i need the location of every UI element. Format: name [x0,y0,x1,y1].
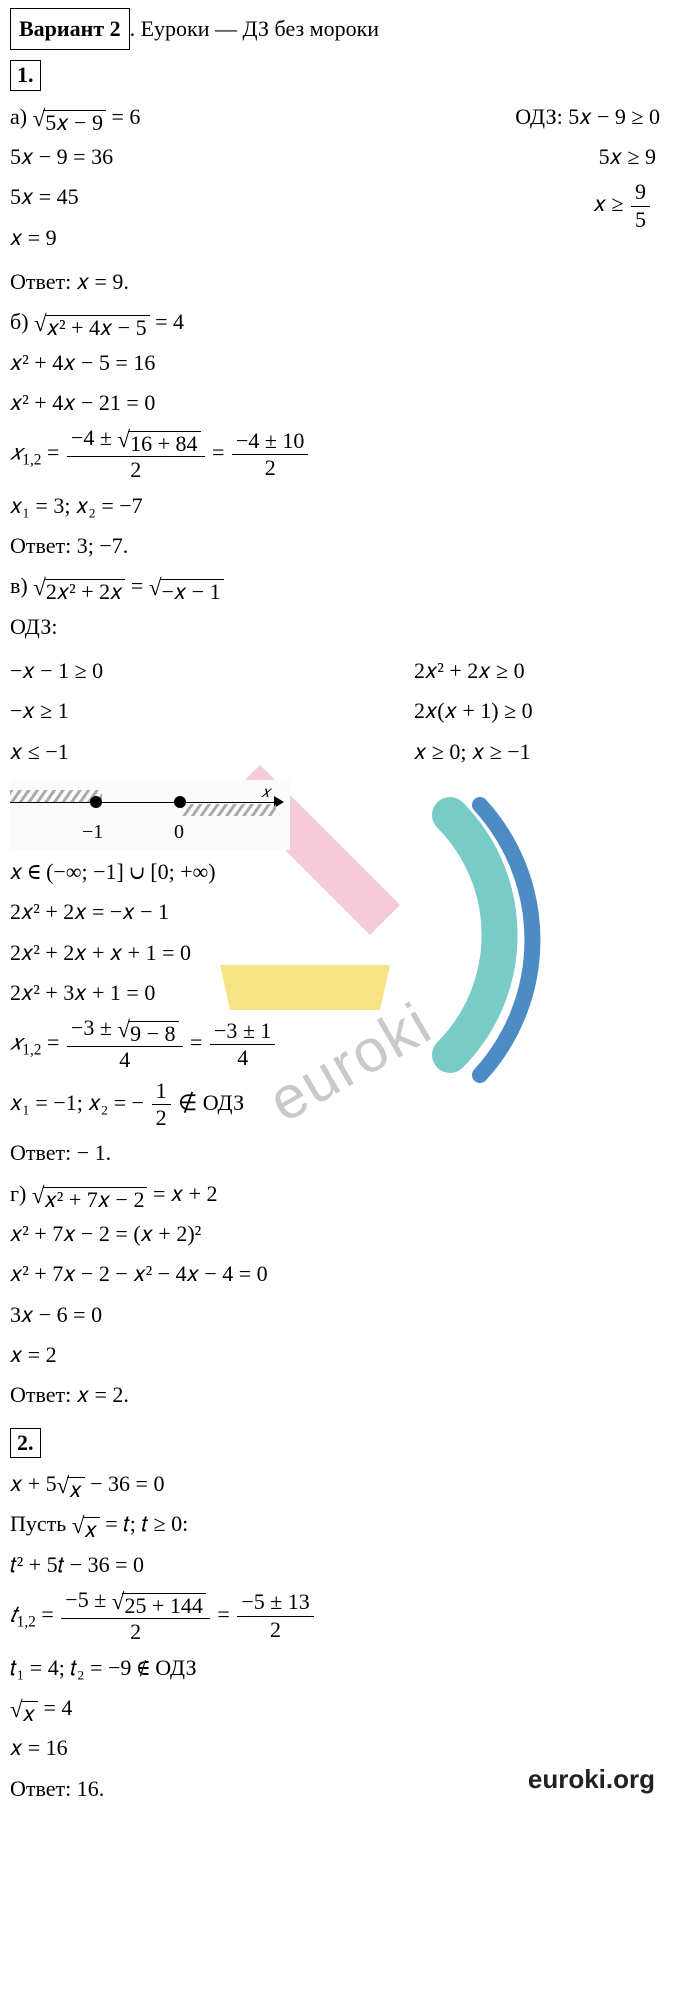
p1c-left3: 𝑥 ≤ −1 [10,734,384,770]
p1c-r1: 𝑥₁ = −1; 𝑥₂ = − 12 ∉ ОДЗ [10,1078,690,1132]
numline-label-minus1: −1 [82,816,103,849]
header-subtitle: . Еуроки — ДЗ без мороки [130,16,380,41]
p1d-step4: 𝑥 = 2 [10,1337,690,1373]
p1b-step1: 𝑥² + 4𝑥 − 5 = 16 [10,345,690,381]
p1c-step3: 2𝑥² + 3𝑥 + 1 = 0 [10,975,690,1011]
p2-equation: 𝑥 + 5√𝑥 − 36 = 0 [10,1466,690,1502]
p1c-right1: 2𝑥² + 2𝑥 ≥ 0 [414,653,690,689]
p1d-step2: 𝑥² + 7𝑥 − 2 − 𝑥² − 4𝑥 − 4 = 0 [10,1256,690,1292]
numline-dot-minus1 [90,796,102,808]
p2-step1: 𝑡² + 5𝑡 − 36 = 0 [10,1547,690,1583]
p1a-answer: Ответ: 𝑥 = 9. [10,264,690,300]
p1c-answer: Ответ: − 1. [10,1135,690,1171]
numline-label-zero: 0 [174,816,184,849]
footer-brand: euroki.org [528,1758,655,1801]
p1d-answer: Ответ: 𝑥 = 2. [10,1377,690,1413]
p1c-odz-label: ОДЗ: [10,609,690,645]
p1c-right3: 𝑥 ≥ 0; 𝑥 ≥ −1 [414,734,690,770]
p1b-step2: 𝑥² + 4𝑥 − 21 = 0 [10,385,690,421]
p1d-step1: 𝑥² + 7𝑥 − 2 = (𝑥 + 2)² [10,1216,690,1252]
problem-1-number: 1. [10,60,41,91]
p1c-step1: 2𝑥² + 2𝑥 = −𝑥 − 1 [10,894,690,930]
p1c-equation: в) √2𝑥² + 2𝑥 = √−𝑥 − 1 [10,568,690,604]
p1a-odz2: 5𝑥 ≥ 9 [414,139,660,175]
numline-x-label: 𝑥 [261,780,270,806]
number-line: −1 0 𝑥 [10,780,290,850]
p1b-roots: 𝑥1,2 = −4 ± √16 + 842 = −4 ± 102 [10,425,690,484]
p1a-odz1: ОДЗ: 5𝑥 − 9 ≥ 0 [414,99,660,135]
p1c-interval: 𝑥 ∈ (−∞; −1] ∪ [0; +∞) [10,854,690,890]
p1b-equation: б) √𝑥² + 4𝑥 − 5 = 4 [10,304,690,340]
p1b-answer: Ответ: 3; −7. [10,528,690,564]
header: Вариант 2 . Еуроки — ДЗ без мороки [10,8,690,50]
p1a-equation: а) √5𝑥 − 9 = 6 [10,99,384,135]
p2-substitution: Пусть √𝑥 = 𝑡; 𝑡 ≥ 0: [10,1506,690,1542]
p1b-r1: 𝑥₁ = 3; 𝑥₂ = −7 [10,488,690,524]
p1c-roots: 𝑥1,2 = −3 ± √9 − 84 = −3 ± 14 [10,1015,690,1074]
p1a-step2: 5𝑥 = 45 [10,179,384,215]
p2-r1: 𝑡₁ = 4; 𝑡₂ = −9 ∉ ОДЗ [10,1650,690,1686]
header-variant: Вариант 2 [19,16,121,41]
p2-roots: 𝑡1,2 = −5 ± √25 + 1442 = −5 ± 132 [10,1587,690,1646]
p1d-step3: 3𝑥 − 6 = 0 [10,1297,690,1333]
numline-dot-zero [174,796,186,808]
p1a-odz3: 𝑥 ≥ 95 [414,179,660,233]
p2-back: √𝑥 = 4 [10,1690,690,1726]
p1c-step2: 2𝑥² + 2𝑥 + 𝑥 + 1 = 0 [10,935,690,971]
p1d-equation: г) √𝑥² + 7𝑥 − 2 = 𝑥 + 2 [10,1176,690,1212]
p1a-step3: 𝑥 = 9 [10,220,384,256]
problem-2-number: 2. [10,1428,41,1459]
p1c-right2: 2𝑥(𝑥 + 1) ≥ 0 [414,693,690,729]
p1a-step1: 5𝑥 − 9 = 36 [10,139,384,175]
page: Вариант 2 . Еуроки — ДЗ без мороки 1. а) … [0,0,700,1831]
p1c-left1: −𝑥 − 1 ≥ 0 [10,653,384,689]
p1c-left2: −𝑥 ≥ 1 [10,693,384,729]
